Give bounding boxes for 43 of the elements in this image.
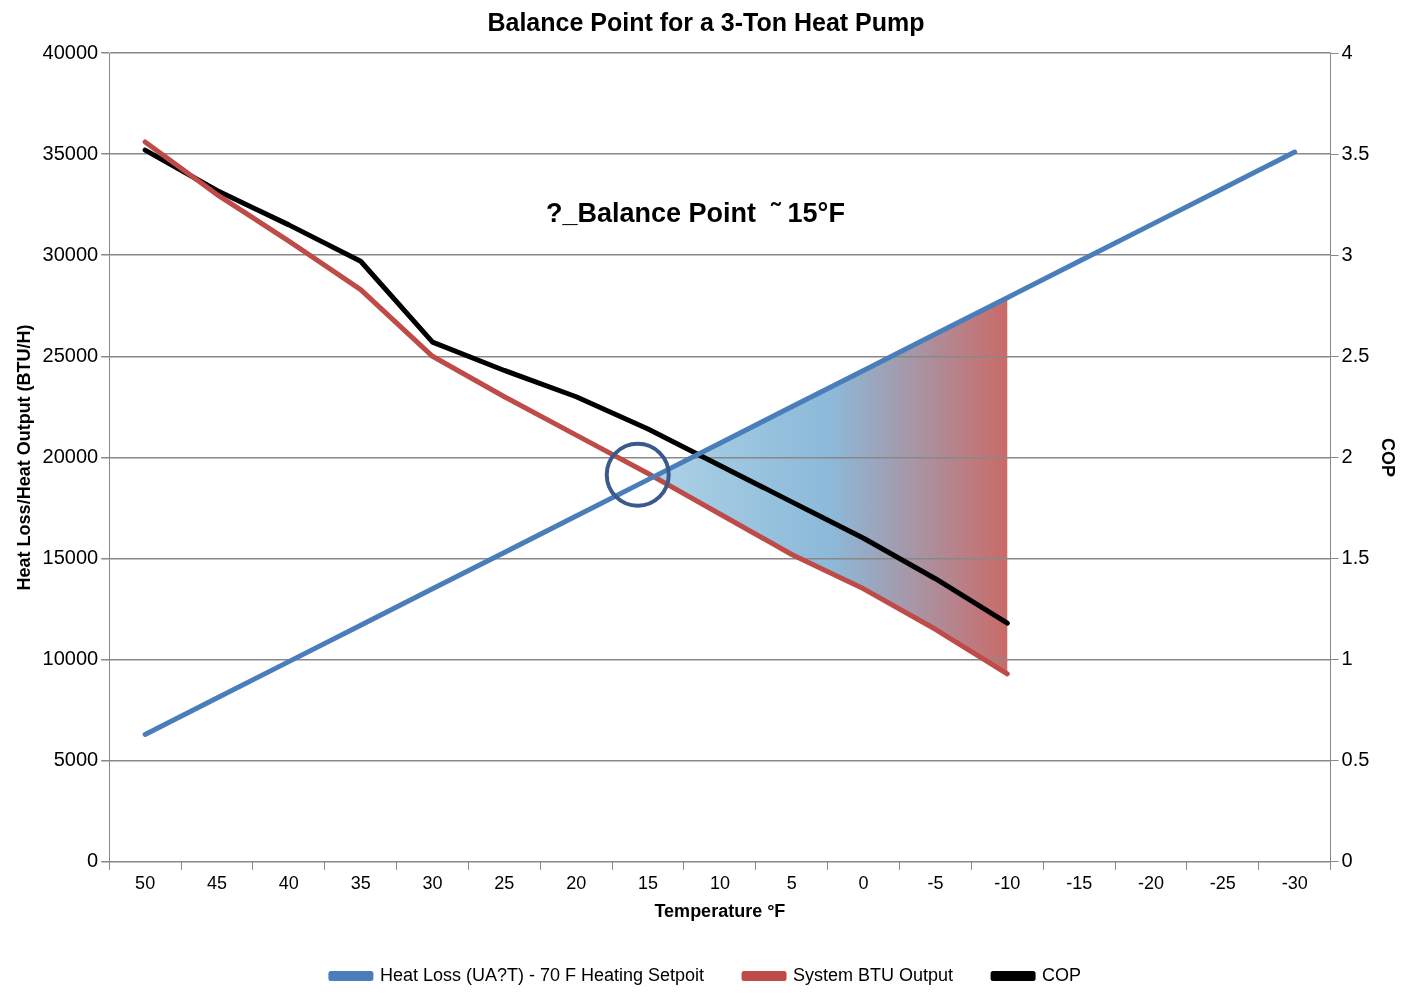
y-tick-label: 30000	[42, 242, 99, 265]
x-tick-label: 30	[422, 872, 443, 893]
x-tick-label: 50	[135, 872, 156, 893]
x-tick-label: 35	[350, 872, 371, 893]
y-tick-label: 10000	[42, 647, 99, 670]
x-tick-label: -25	[1209, 872, 1236, 893]
x-tick-label: -10	[994, 872, 1021, 893]
y-tick-label: 25000	[42, 343, 99, 366]
x-tick-label: 10	[709, 872, 730, 893]
x-tick-label: 40	[278, 872, 299, 893]
y2-axis-title: COP	[1378, 437, 1399, 477]
y2-tick-label: 4	[1341, 40, 1353, 63]
y2-tick-label: 2.5	[1341, 343, 1370, 366]
y2-tick-label: 0	[1341, 849, 1353, 872]
legend-label: COP	[1042, 964, 1082, 985]
x-tick-label: 15	[638, 872, 659, 893]
y2-tick-label: 2	[1341, 444, 1353, 467]
y-axis-title: Heat Loss/Heat Output (BTU/H)	[13, 324, 34, 591]
chart-title: Balance Point for a 3-Ton Heat Pump	[487, 7, 925, 36]
annotation: ?_Balance Point ˜ 15°F	[546, 198, 845, 229]
legend-label: Heat Loss (UA?T) - 70 F Heating Setpoit	[379, 964, 705, 985]
legend-label: System BTU Output	[793, 964, 954, 985]
y-tick-label: 40000	[42, 40, 99, 63]
y2-tick-label: 3	[1341, 242, 1353, 265]
x-tick-label: -30	[1281, 872, 1308, 893]
x-tick-label: 45	[206, 872, 227, 893]
y-tick-label: 35000	[42, 141, 99, 164]
y2-tick-label: 1.5	[1341, 546, 1370, 569]
x-tick-label: -15	[1066, 872, 1093, 893]
x-tick-label: 20	[566, 872, 587, 893]
y2-tick-label: 3.5	[1341, 141, 1370, 164]
x-tick-label: -20	[1137, 872, 1164, 893]
x-tick-label: 25	[494, 872, 515, 893]
y2-tick-label: 0.5	[1341, 748, 1370, 771]
y-tick-label: 15000	[42, 546, 99, 569]
x-tick-label: 0	[858, 872, 869, 893]
y2-tick-label: 1	[1341, 647, 1353, 670]
x-axis-title: Temperature °F	[654, 901, 786, 922]
x-tick-label: 5	[786, 872, 797, 893]
y-tick-label: 0	[87, 849, 99, 872]
y-tick-label: 5000	[53, 748, 99, 771]
y-tick-label: 20000	[42, 444, 99, 467]
x-tick-label: -5	[927, 872, 944, 893]
